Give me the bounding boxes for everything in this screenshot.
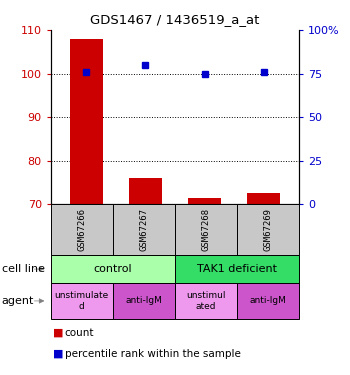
Text: cell line: cell line — [2, 264, 45, 274]
Text: ■: ■ — [52, 349, 63, 359]
Text: GSM67266: GSM67266 — [77, 208, 86, 251]
Text: count: count — [65, 328, 94, 338]
Text: percentile rank within the sample: percentile rank within the sample — [65, 349, 241, 359]
Text: TAK1 deficient: TAK1 deficient — [197, 264, 277, 274]
Text: anti-IgM: anti-IgM — [126, 296, 162, 305]
Text: GDS1467 / 1436519_a_at: GDS1467 / 1436519_a_at — [90, 13, 260, 26]
Text: unstimul
ated: unstimul ated — [186, 291, 226, 310]
Bar — [247, 194, 280, 204]
Text: anti-IgM: anti-IgM — [250, 296, 287, 305]
Text: GSM67268: GSM67268 — [202, 208, 211, 251]
Text: ■: ■ — [52, 328, 63, 338]
Text: GSM67267: GSM67267 — [139, 208, 148, 251]
Text: control: control — [93, 264, 132, 274]
Text: unstimulate
d: unstimulate d — [55, 291, 109, 310]
Text: agent: agent — [2, 296, 34, 306]
Bar — [188, 198, 221, 204]
Text: GSM67269: GSM67269 — [264, 208, 273, 251]
Bar — [129, 178, 162, 204]
Bar — [70, 39, 103, 204]
